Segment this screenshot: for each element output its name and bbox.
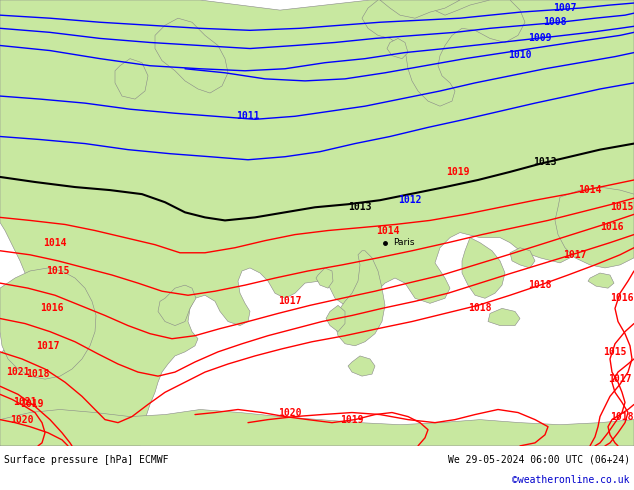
Text: 1019: 1019	[340, 415, 364, 425]
Text: 1019: 1019	[20, 399, 44, 410]
Polygon shape	[387, 38, 408, 59]
Text: 1011: 1011	[236, 111, 260, 122]
Text: 1018: 1018	[528, 280, 552, 290]
Text: 1016: 1016	[40, 303, 64, 314]
Polygon shape	[0, 0, 634, 446]
Polygon shape	[462, 238, 505, 298]
Polygon shape	[0, 410, 634, 446]
Text: 1016: 1016	[600, 222, 624, 232]
Text: 1020: 1020	[278, 408, 302, 417]
Text: Paris: Paris	[393, 238, 415, 247]
Text: 1014: 1014	[43, 238, 67, 247]
Polygon shape	[316, 268, 333, 288]
Text: 1009: 1009	[528, 33, 552, 44]
Text: 1017: 1017	[563, 250, 586, 260]
Polygon shape	[326, 305, 345, 332]
Text: 1007: 1007	[553, 3, 577, 13]
Text: 1019: 1019	[446, 167, 470, 177]
Text: 1016: 1016	[611, 294, 634, 303]
Polygon shape	[510, 248, 535, 268]
Text: 1010: 1010	[508, 49, 532, 60]
Text: 1015: 1015	[603, 347, 627, 357]
Polygon shape	[0, 268, 96, 379]
Polygon shape	[380, 0, 460, 18]
Text: 1018: 1018	[611, 412, 634, 421]
Polygon shape	[158, 285, 196, 325]
Text: 1020: 1020	[10, 415, 34, 425]
Text: 1021: 1021	[6, 367, 30, 377]
Text: 1017: 1017	[278, 296, 302, 306]
Polygon shape	[115, 59, 148, 99]
Text: Surface pressure [hPa] ECMWF: Surface pressure [hPa] ECMWF	[4, 455, 169, 465]
Text: 1017: 1017	[608, 374, 631, 384]
Text: 1013: 1013	[533, 157, 557, 167]
Text: 1014: 1014	[376, 225, 400, 236]
Text: 1015: 1015	[611, 202, 634, 212]
Text: 1017: 1017	[36, 341, 60, 351]
Polygon shape	[362, 0, 525, 106]
Text: 1014: 1014	[578, 185, 602, 195]
Text: 1012: 1012	[398, 195, 422, 205]
Polygon shape	[348, 356, 375, 376]
Polygon shape	[335, 251, 385, 346]
Text: 1018: 1018	[26, 369, 49, 379]
Polygon shape	[488, 308, 520, 325]
Text: We 29-05-2024 06:00 UTC (06+24): We 29-05-2024 06:00 UTC (06+24)	[448, 455, 630, 465]
Polygon shape	[155, 18, 228, 93]
Polygon shape	[555, 187, 634, 268]
Text: 1013: 1013	[348, 202, 372, 212]
Text: 1018: 1018	[469, 303, 492, 314]
Text: 1015: 1015	[46, 266, 70, 276]
Text: ©weatheronline.co.uk: ©weatheronline.co.uk	[512, 475, 630, 485]
Text: 1021: 1021	[13, 397, 37, 407]
Polygon shape	[588, 273, 614, 288]
Text: 1008: 1008	[543, 17, 567, 27]
